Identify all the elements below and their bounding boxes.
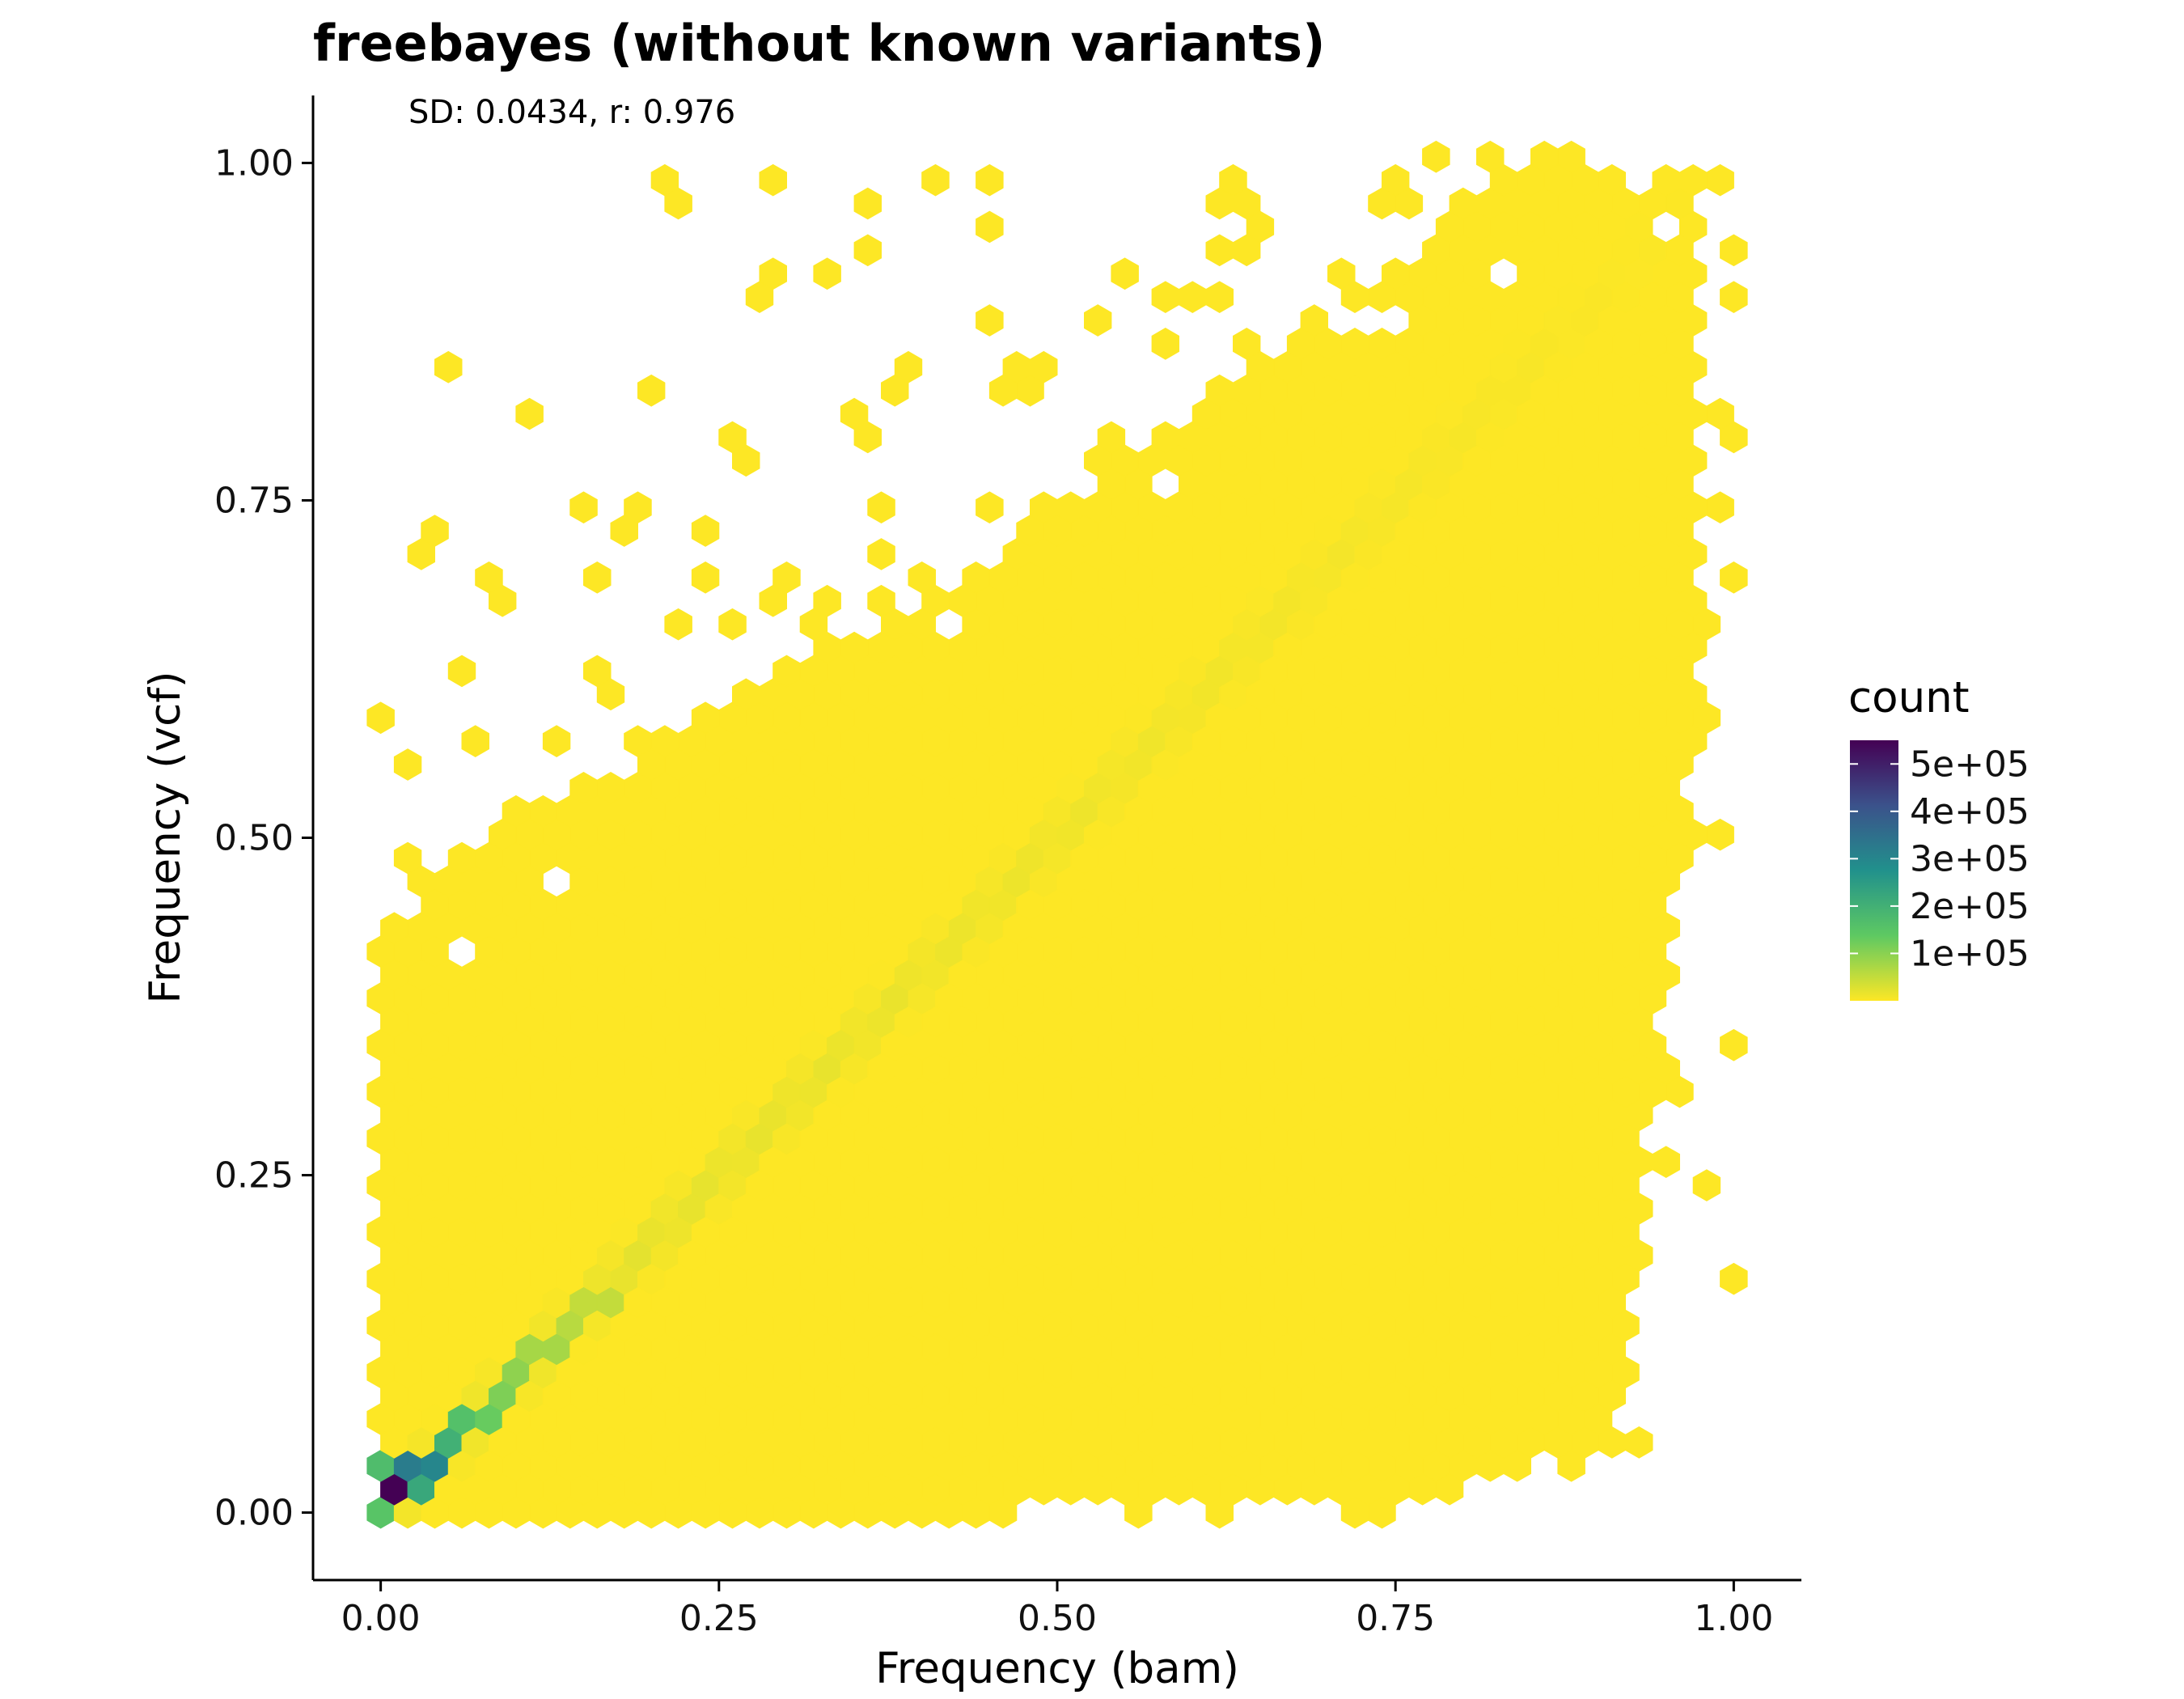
- y-tick-label: 0.00: [214, 1493, 294, 1534]
- x-tick-label: 0.25: [679, 1598, 759, 1639]
- legend-tick-label: 2e+05: [1910, 886, 2030, 927]
- hex-bin: [1382, 163, 1410, 197]
- hexbin-layer: [366, 140, 1748, 1529]
- hex-bin: [1151, 281, 1179, 313]
- y-tick-label: 0.25: [214, 1155, 294, 1197]
- hex-bin: [1327, 257, 1356, 290]
- hex-bin: [569, 491, 598, 523]
- legend-ticks: 5e+05 4e+05 3e+05 2e+05 1e+05: [1850, 744, 2030, 974]
- hex-bin: [840, 397, 869, 430]
- legend-tick-label: 4e+05: [1910, 791, 2030, 833]
- hex-bin: [1692, 1169, 1721, 1201]
- hex-bin: [691, 561, 720, 594]
- hex-bin: [1422, 140, 1450, 173]
- hex-bin: [1179, 281, 1207, 313]
- hex-bin: [1030, 350, 1058, 383]
- hex-bin: [1625, 1426, 1653, 1459]
- hex-bin: [434, 350, 463, 383]
- legend-tick-label: 1e+05: [1910, 933, 2030, 974]
- x-axis-title: Frequency (bam): [875, 1644, 1239, 1693]
- x-tick-label: 0.50: [1018, 1598, 1097, 1639]
- hex-bin: [1720, 281, 1748, 313]
- hex-bin: [1111, 257, 1139, 290]
- hex-bin: [1706, 491, 1734, 523]
- hex-bin: [867, 584, 895, 617]
- hex-bin: [921, 163, 950, 197]
- hex-bin: [1097, 421, 1126, 454]
- x-tick-label: 1.00: [1694, 1598, 1773, 1639]
- hex-bin: [976, 304, 1004, 337]
- x-tick-label: 0.75: [1356, 1598, 1435, 1639]
- hex-bin: [853, 234, 882, 267]
- hex-bin: [393, 748, 422, 781]
- hex-bin: [542, 725, 571, 757]
- hex-bin: [583, 561, 612, 594]
- hex-bin: [1720, 1028, 1748, 1061]
- hex-bin: [894, 350, 923, 383]
- hex-bin: [1233, 328, 1261, 360]
- hex-bin: [759, 163, 787, 197]
- hex-bin: [1557, 140, 1585, 173]
- hex-bin: [772, 561, 801, 594]
- hex-bin: [650, 163, 679, 197]
- hex-bin: [1300, 304, 1328, 337]
- hex-bin: [515, 397, 544, 430]
- y-tick-label: 0.75: [214, 480, 294, 521]
- hex-bin: [1720, 1262, 1748, 1295]
- chart-title: freebayes (without known variants): [313, 14, 1325, 73]
- hex-bin: [637, 374, 666, 407]
- hex-bin: [664, 608, 692, 641]
- hex-bin: [1720, 561, 1748, 594]
- y-tick-label: 0.50: [214, 818, 294, 859]
- hex-bin: [867, 538, 895, 570]
- hex-bin: [1652, 1146, 1680, 1178]
- hex-bin: [1476, 140, 1505, 173]
- hex-bin: [718, 608, 747, 641]
- hex-bin: [461, 725, 489, 757]
- hex-bin: [475, 561, 503, 594]
- hex-bin: [759, 257, 787, 290]
- hex-bin: [393, 841, 422, 875]
- hex-bin: [1706, 163, 1734, 197]
- hex-bin: [867, 491, 895, 523]
- hex-bin: [1720, 234, 1748, 267]
- hex-bin: [366, 701, 395, 735]
- hex-bin: [1151, 328, 1179, 360]
- hex-bin: [853, 187, 882, 220]
- y-axis-ticks: 0.00 0.25 0.50 0.75 1.00: [214, 142, 313, 1534]
- hex-bin: [1219, 163, 1247, 197]
- legend-title: count: [1848, 673, 1970, 722]
- hex-bin: [976, 210, 1004, 244]
- hex-bin: [976, 163, 1004, 197]
- hex-bin: [583, 655, 612, 688]
- hex-bin: [691, 515, 720, 547]
- hex-bin: [718, 421, 747, 454]
- x-tick-label: 0.00: [341, 1598, 421, 1639]
- legend-colorbar: [1850, 740, 1898, 1001]
- stats-annotation: SD: 0.0434, r: 0.976: [408, 94, 735, 131]
- legend-tick-label: 5e+05: [1910, 744, 2030, 785]
- y-tick-label: 1.00: [214, 142, 294, 184]
- hex-bin: [1706, 818, 1734, 851]
- x-axis-ticks: 0.00 0.25 0.50 0.75 1.00: [341, 1580, 1773, 1639]
- legend-tick-label: 3e+05: [1910, 838, 2030, 879]
- hex-bin: [624, 491, 652, 523]
- hex-bin: [976, 491, 1004, 523]
- hex-bin: [908, 561, 936, 594]
- hex-bin: [421, 515, 449, 547]
- color-legend: count 5e+05 4e+05 3e+05 2e+05 1e+05: [1848, 673, 2030, 1001]
- hex-bin: [447, 655, 476, 688]
- hex-bin: [1598, 163, 1626, 197]
- hex-bin: [1205, 281, 1234, 313]
- hex-bin: [1205, 234, 1234, 267]
- hex-bin: [1706, 397, 1734, 430]
- y-axis-title: Frequency (vcf): [141, 671, 190, 1003]
- hex-bin: [1084, 304, 1112, 337]
- hex-bin: [813, 584, 841, 617]
- hex-bin: [813, 257, 841, 290]
